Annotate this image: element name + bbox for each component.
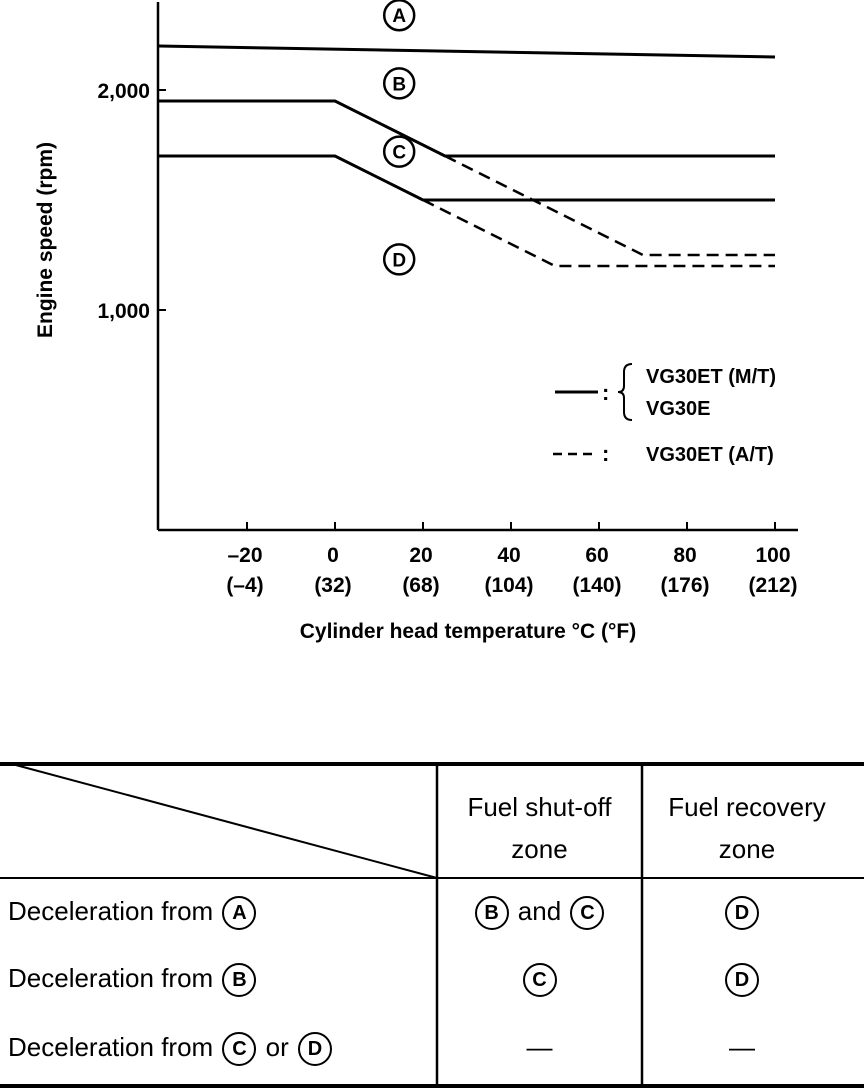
x-tick-label-c: 40 xyxy=(497,544,520,567)
x-tick-label-c: 0 xyxy=(327,544,339,567)
x-axis-label: Cylinder head temperature °C (°F) xyxy=(300,620,637,643)
zone-circle xyxy=(382,135,416,168)
zone-labels: A B C D xyxy=(382,0,416,276)
joiner: or xyxy=(265,1032,289,1062)
x-tick-label-c: 100 xyxy=(755,544,790,567)
circled-letter-c: C xyxy=(570,896,605,931)
shutoff-cell: C xyxy=(437,963,642,998)
chart-axes xyxy=(156,2,798,532)
x-tick-label-c: 20 xyxy=(409,544,432,567)
x-tick-label-c: –20 xyxy=(227,544,262,567)
legend-solid-label-2: VG30E xyxy=(646,398,710,420)
legend-dashed-label: VG30ET (A/T) xyxy=(646,444,774,466)
row-label: Deceleration from C or D xyxy=(8,1032,334,1067)
row-label-text: Deceleration from xyxy=(8,896,214,926)
zone-letter: D xyxy=(392,250,406,271)
zone-letter: B xyxy=(392,74,406,95)
series-line-solid-1 xyxy=(159,99,775,158)
zone-label-c: C xyxy=(382,135,416,168)
circled-letter-c: C xyxy=(522,963,557,998)
zone-letter: A xyxy=(392,6,406,27)
shutoff-cell: B and C xyxy=(437,896,642,931)
row-label-text: Deceleration from xyxy=(8,963,214,993)
recovery-cell: — xyxy=(729,1032,755,1062)
circled-letter-d: D xyxy=(298,1032,333,1067)
y-axis-label: Engine speed (rpm) xyxy=(34,142,57,338)
circled-letter-a: A xyxy=(222,896,257,931)
zone-label-b: B xyxy=(382,67,416,100)
series-line-dashed-3 xyxy=(444,154,775,257)
legend-solid-label-1: VG30ET (M/T) xyxy=(646,366,776,388)
circled-letter-b: B xyxy=(474,896,509,931)
zone-circle xyxy=(382,67,416,100)
x-tick-label-f: (104) xyxy=(484,574,533,597)
y-tick-label: 1,000 xyxy=(97,300,150,323)
legend-brace xyxy=(617,363,633,421)
row-label-text: Deceleration from xyxy=(8,1032,214,1062)
tick-labels: –20 (–4) 0 (32) 20 (68) 40 (104) 60 (140) 80 (176) 1… xyxy=(97,80,797,597)
table-grid xyxy=(0,762,864,1088)
x-tick-label-f: (32) xyxy=(314,574,351,597)
row-label: Deceleration from B xyxy=(8,963,258,998)
x-tick-label-f: (140) xyxy=(572,574,621,597)
zone-letter: C xyxy=(392,143,406,164)
series-line-dashed-4 xyxy=(422,198,775,268)
x-tick-label-f: (–4) xyxy=(226,574,263,597)
series-line-solid-0 xyxy=(158,44,776,59)
legend-solid-colon: : xyxy=(602,380,609,405)
circled-letter-d: D xyxy=(725,896,759,931)
row-label: Deceleration from A xyxy=(8,896,258,931)
deceleration-table: Fuel shut-off zone Fuel recovery zone De… xyxy=(0,760,864,1090)
header-recovery: Fuel recovery zone xyxy=(668,792,826,864)
zone-label-a: A xyxy=(382,0,416,32)
recovery-cell: D xyxy=(642,963,842,998)
recovery-cell: D xyxy=(642,896,842,931)
x-tick-label-f: (212) xyxy=(748,574,797,597)
zone-circle xyxy=(382,0,416,32)
legend: : VG30ET (M/T) VG30E : VG30ET (A/T) xyxy=(553,363,776,466)
y-tick-label: 2,000 xyxy=(97,80,150,103)
series-line-solid-2 xyxy=(159,154,775,202)
joiner: and xyxy=(517,896,562,926)
circled-letter-c: C xyxy=(222,1032,257,1067)
x-tick-label-f: (176) xyxy=(660,574,709,597)
header-shutoff: Fuel shut-off zone xyxy=(467,792,612,864)
x-tick-label-f: (68) xyxy=(402,574,439,597)
shutoff-cell: — xyxy=(526,1032,553,1062)
zone-circle xyxy=(382,243,416,276)
chart-series xyxy=(158,44,776,268)
x-tick-label-c: 60 xyxy=(585,544,608,567)
engine-speed-chart: A B C D –20 (–4) 0 (32) 20 (68) 40 (104) 60 (140) 80 (… xyxy=(34,0,798,643)
circled-letter-b: B xyxy=(222,963,257,998)
circled-letter-d: D xyxy=(725,963,759,998)
zone-label-d: D xyxy=(382,243,416,276)
legend-dashed-colon: : xyxy=(602,441,609,466)
x-tick-label-c: 80 xyxy=(673,544,696,567)
